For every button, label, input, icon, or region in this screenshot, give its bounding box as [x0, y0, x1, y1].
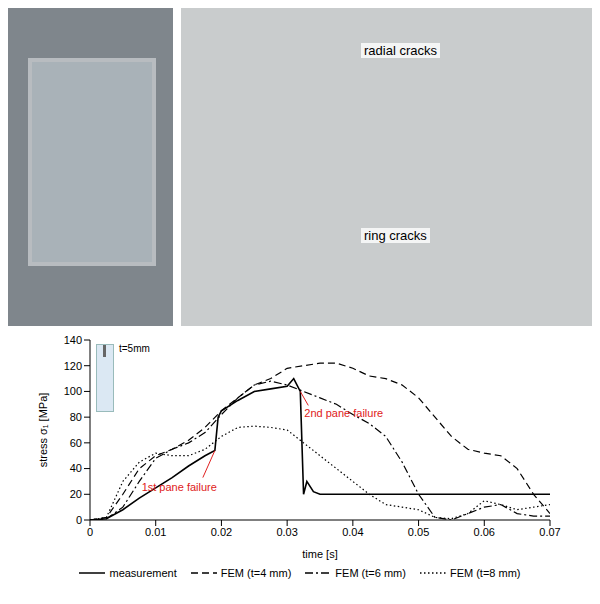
- svg-text:20: 20: [70, 488, 82, 500]
- svg-text:2nd pane failure: 2nd pane failure: [304, 407, 383, 419]
- html-text:FEM (t=8 mm): FEM (t=8 mm): [449, 567, 521, 579]
- svg-text:time [s]: time [s]: [302, 548, 337, 560]
- html-text:FEM (t=4 mm): FEM (t=4 mm): [220, 567, 292, 579]
- svg-text:60: 60: [70, 437, 82, 449]
- svg-text:140: 140: [64, 334, 82, 346]
- html-text:t=5mm: t=5mm: [119, 343, 150, 354]
- svg-text:0: 0: [76, 514, 82, 526]
- svg-text:stress σ₁ [MPa]: stress σ₁ [MPa]: [37, 393, 49, 468]
- svg-text:40: 40: [70, 462, 82, 474]
- svg-text:0.06: 0.06: [474, 526, 495, 538]
- html-text:ring cracks: ring cracks: [364, 228, 427, 243]
- svg-text:120: 120: [64, 360, 82, 372]
- svg-text:0.03: 0.03: [276, 526, 297, 538]
- html-text:radial cracks: radial cracks: [364, 43, 437, 58]
- svg-text:0: 0: [87, 526, 93, 538]
- svg-text:1st pane failure: 1st pane failure: [142, 481, 217, 493]
- svg-text:100: 100: [64, 385, 82, 397]
- html-text:measurement: measurement: [109, 567, 177, 579]
- svg-text:0.02: 0.02: [211, 526, 232, 538]
- svg-text:0.05: 0.05: [408, 526, 429, 538]
- html-text:FEM (t=6 mm): FEM (t=6 mm): [335, 567, 406, 579]
- svg-text:0.04: 0.04: [342, 526, 363, 538]
- svg-text:0.07: 0.07: [539, 526, 560, 538]
- svg-text:0.01: 0.01: [145, 526, 166, 538]
- svg-text:80: 80: [70, 411, 82, 423]
